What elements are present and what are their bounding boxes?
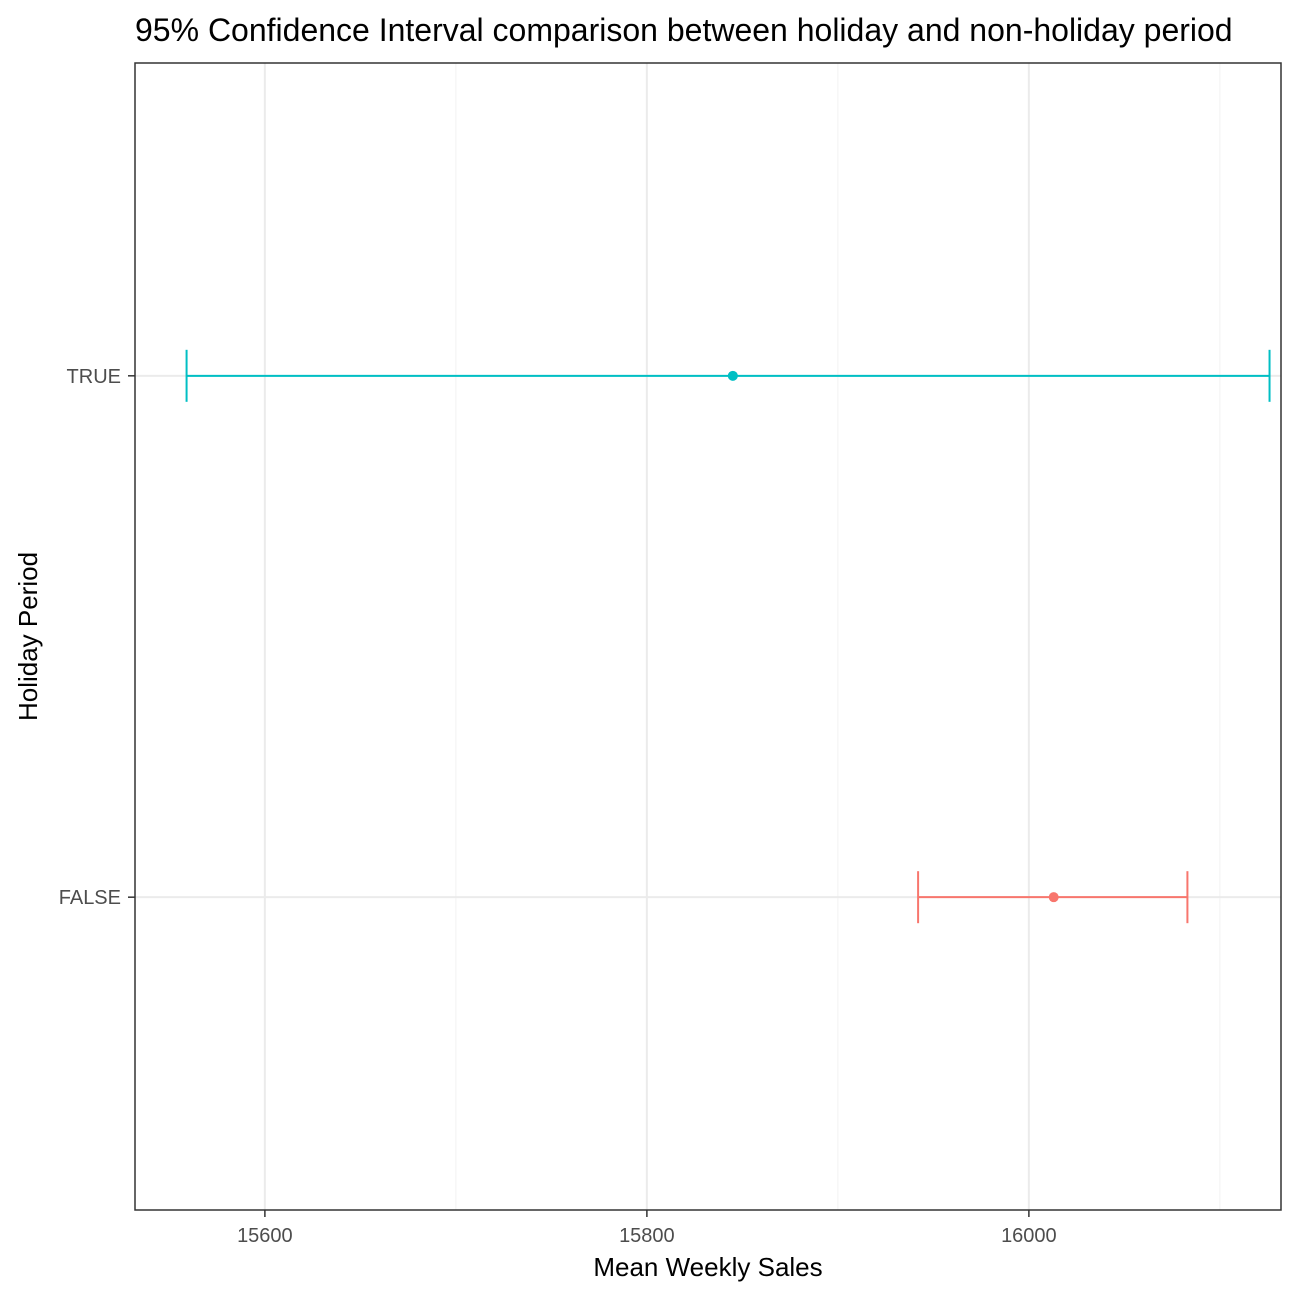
minor-gridlines [455,63,1221,1210]
major-gridlines-x [263,63,1030,1210]
y-tick-label: FALSE [59,887,121,909]
errorbar-true [185,349,1271,402]
panel-border [134,62,1282,1211]
errorbar-marks [185,349,1271,924]
plot-panel [134,62,1282,1211]
major-gridlines-y [135,374,1281,899]
errorbar-false [917,871,1189,924]
x-axis-title: Mean Weekly Sales [593,1252,822,1282]
chart-title: 95% Confidence Interval comparison betwe… [135,12,1233,48]
x-tick-label: 15800 [619,1225,675,1247]
x-tick-label: 15600 [237,1225,293,1247]
y-tick-label: TRUE [67,366,121,388]
y-axis: FALSE TRUE [59,366,135,909]
mean-point [1048,892,1059,903]
x-tick-label: 16000 [1001,1225,1057,1247]
mean-point [727,370,738,381]
y-axis-title: Holiday Period [13,552,43,721]
x-axis: 15600 15800 16000 [237,1210,1057,1247]
